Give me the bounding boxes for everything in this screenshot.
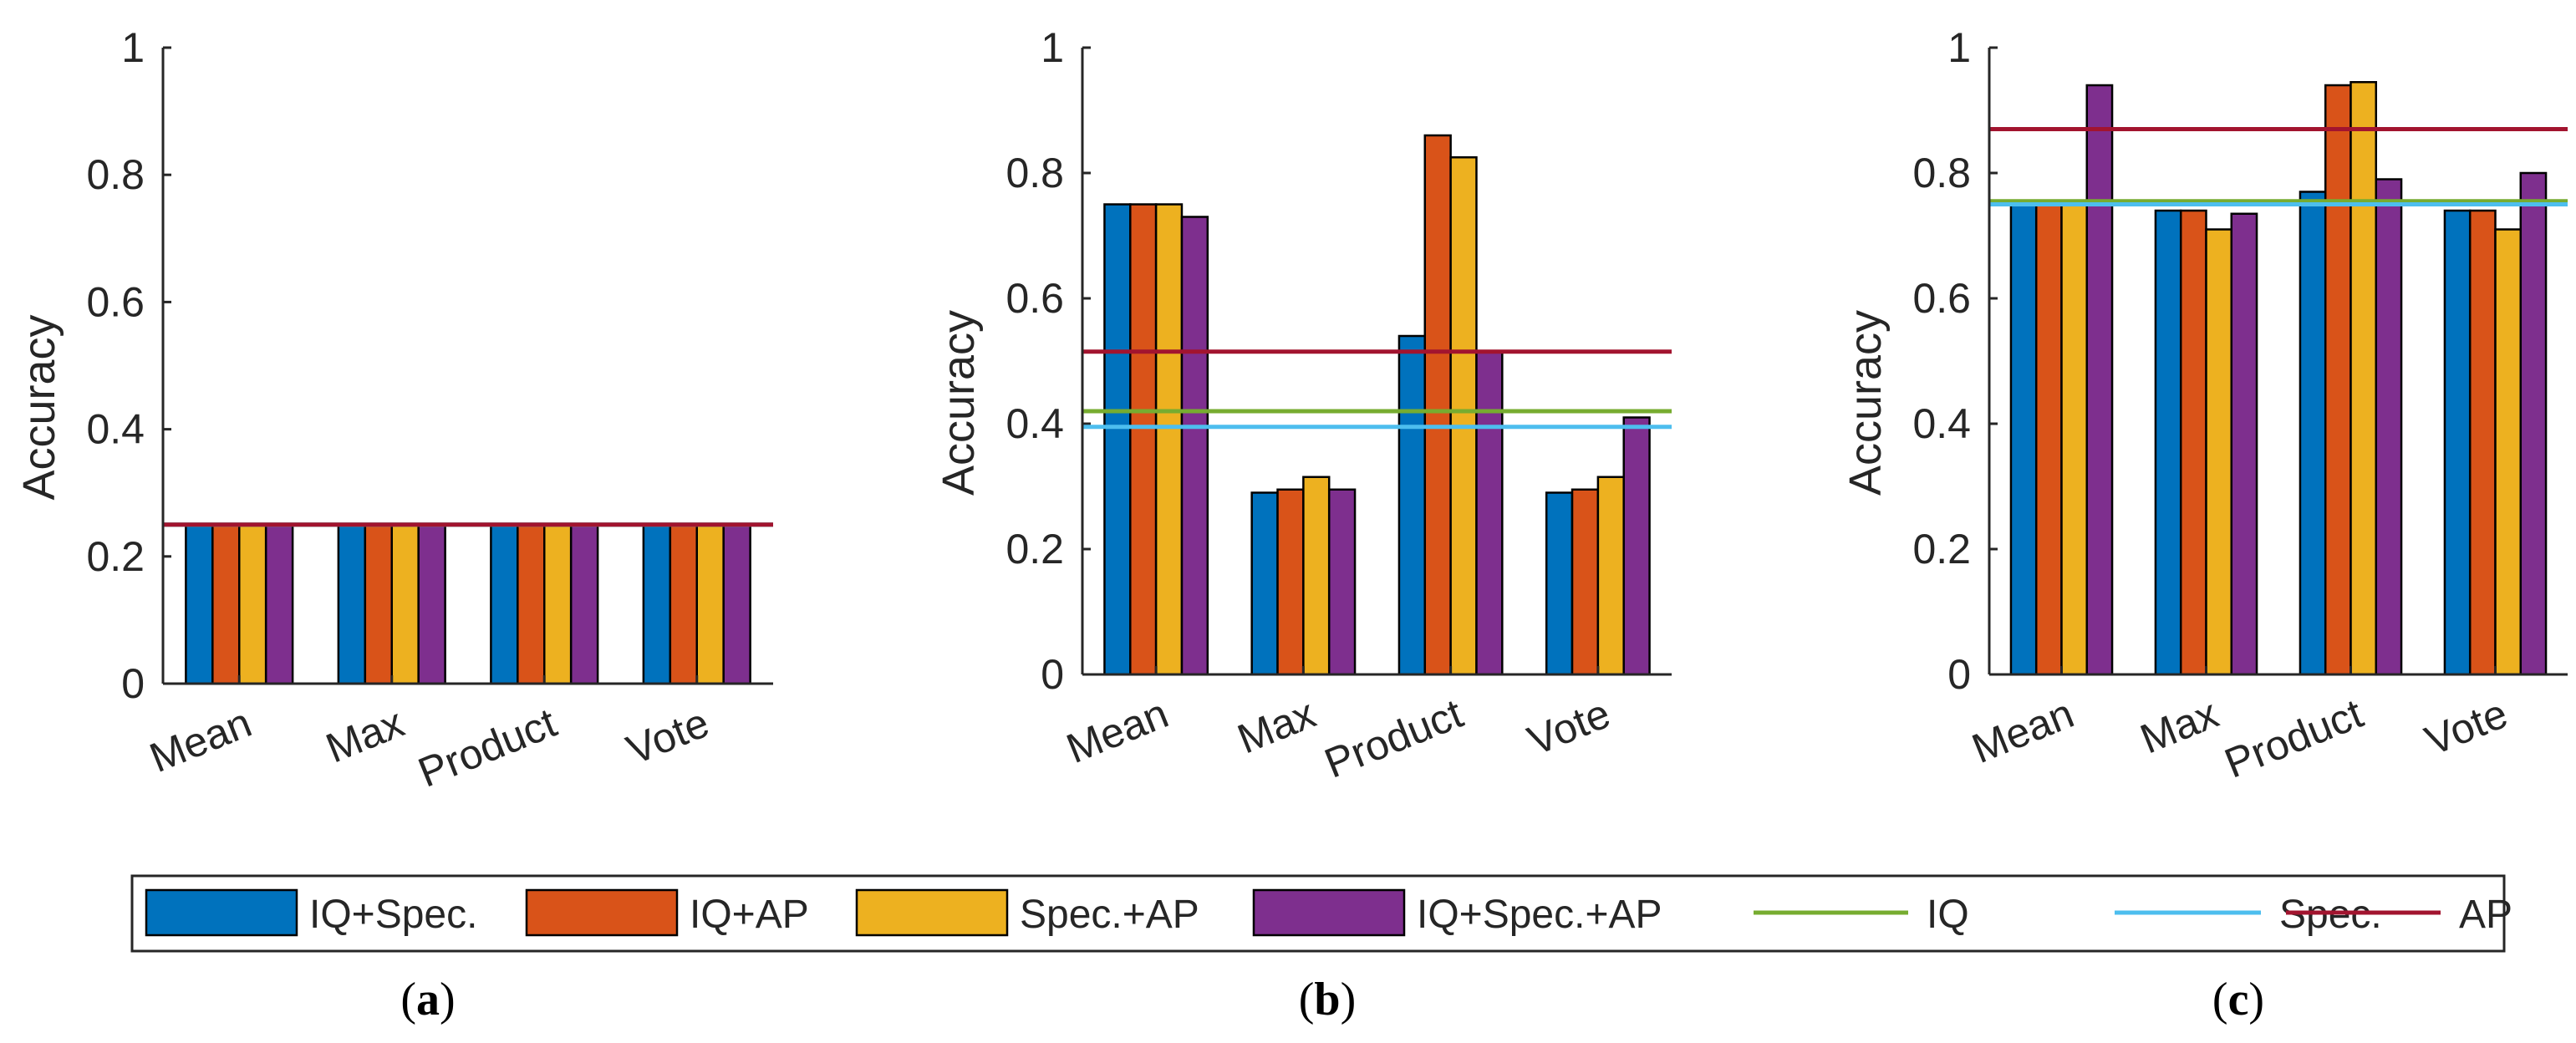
y-tick-label: 0 — [1947, 651, 1971, 698]
y-tick-label: 0 — [121, 660, 145, 707]
legend-label: Spec.+AP — [1020, 893, 1199, 937]
y-axis-label: Accuracy — [1840, 310, 1891, 496]
legend-swatch-1 — [525, 888, 679, 937]
bar-iq-ap-max — [364, 523, 393, 685]
bar-spec-ap-max — [1302, 476, 1331, 676]
bar-iq-spec--max — [1250, 491, 1279, 676]
bar-spec-ap-mean — [238, 523, 267, 685]
y-tick-label: 1 — [1947, 24, 1971, 71]
bar-iq-spec--mean — [1103, 203, 1132, 676]
y-tick-label: 0.8 — [1005, 150, 1064, 196]
bar-iq-spec--max — [337, 523, 367, 685]
bar-iq-spec-ap-max — [417, 523, 446, 685]
bar-spec-ap-vote — [695, 523, 725, 685]
y-tick-label: 0.4 — [1005, 400, 1064, 447]
y-tick-label: 0.2 — [86, 533, 145, 580]
bar-iq-spec-ap-product — [2375, 178, 2403, 676]
bar-iq-spec-ap-mean — [2085, 84, 2114, 676]
y-tick-label: 0.8 — [1912, 150, 1971, 196]
bar-iq-ap-vote — [669, 523, 698, 685]
bar-spec-ap-vote — [2494, 228, 2523, 676]
y-tick-label: 0.6 — [86, 278, 145, 325]
bar-spec-ap-product — [543, 523, 573, 685]
legend-label: IQ+AP — [690, 893, 809, 937]
legend-label: IQ+Spec. — [309, 893, 477, 937]
y-tick-label: 0.2 — [1912, 526, 1971, 572]
bar-iq-spec--product — [2299, 191, 2327, 676]
bar-spec-ap-mean — [2060, 203, 2089, 676]
bar-iq-spec--vote — [2443, 209, 2472, 676]
bar-iq-spec--vote — [642, 523, 672, 685]
bar-spec-ap-product — [2349, 81, 2378, 676]
bar-iq-spec-ap-product — [1475, 350, 1504, 676]
bar-iq-spec-ap-vote — [722, 523, 751, 685]
y-axis-label: Accuracy — [934, 310, 984, 496]
bar-iq-ap-product — [2324, 84, 2352, 676]
bar-iq-ap-max — [2179, 209, 2207, 676]
legend-swatch-0 — [145, 888, 298, 937]
bar-iq-spec-ap-mean — [264, 523, 294, 685]
bar-iq-spec--mean — [185, 523, 214, 685]
bar-spec-ap-vote — [1596, 476, 1625, 676]
bar-iq-spec-ap-vote — [1622, 416, 1651, 676]
bar-iq-ap-vote — [2468, 209, 2497, 676]
bar-spec-ap-product — [1449, 156, 1478, 676]
y-tick-label: 0.2 — [1005, 526, 1064, 572]
bar-iq-ap-product — [1423, 134, 1452, 676]
bar-iq-spec-ap-max — [1327, 488, 1357, 676]
bar-iq-spec--max — [2154, 209, 2182, 676]
y-tick-label: 0.8 — [86, 151, 145, 198]
panel-caption-c: (c) — [2212, 974, 2264, 1025]
bar-iq-spec-ap-vote — [2519, 171, 2548, 676]
bar-iq-ap-mean — [2034, 203, 2063, 676]
y-axis-label: Accuracy — [14, 314, 64, 500]
y-tick-label: 0.6 — [1005, 275, 1064, 322]
y-tick-label: 0 — [1041, 651, 1064, 698]
bar-iq-ap-product — [517, 523, 546, 685]
panel-caption-a: (a) — [400, 974, 455, 1025]
bar-iq-ap-mean — [1129, 203, 1158, 676]
bar-iq-spec--mean — [2009, 203, 2038, 676]
y-tick-label: 0.6 — [1912, 275, 1971, 322]
bar-iq-ap-max — [1276, 488, 1305, 676]
bar-spec-ap-max — [390, 523, 420, 685]
bar-iq-ap-vote — [1571, 488, 1600, 676]
legend-swatch-2 — [855, 888, 1009, 937]
legend-label: AP — [2459, 893, 2512, 937]
legend-label: IQ+Spec.+AP — [1417, 893, 1662, 937]
bar-spec-ap-max — [2205, 228, 2233, 676]
y-tick-label: 1 — [1041, 24, 1064, 71]
bar-iq-spec--product — [490, 523, 519, 685]
bar-spec-ap-mean — [1154, 203, 1184, 676]
y-tick-label: 0.4 — [86, 406, 145, 453]
y-tick-label: 0.4 — [1912, 400, 1971, 447]
legend-swatch-3 — [1252, 888, 1406, 937]
bar-iq-spec-ap-product — [569, 523, 599, 685]
bar-iq-spec--product — [1397, 334, 1427, 676]
panel-caption-b: (b) — [1299, 974, 1356, 1025]
y-tick-label: 1 — [121, 24, 145, 71]
bar-iq-spec-ap-mean — [1180, 216, 1209, 676]
bar-iq-ap-mean — [211, 523, 241, 685]
bar-iq-spec--vote — [1545, 491, 1574, 676]
legend-label: IQ — [1927, 893, 1969, 937]
bar-iq-spec-ap-max — [2230, 212, 2258, 676]
